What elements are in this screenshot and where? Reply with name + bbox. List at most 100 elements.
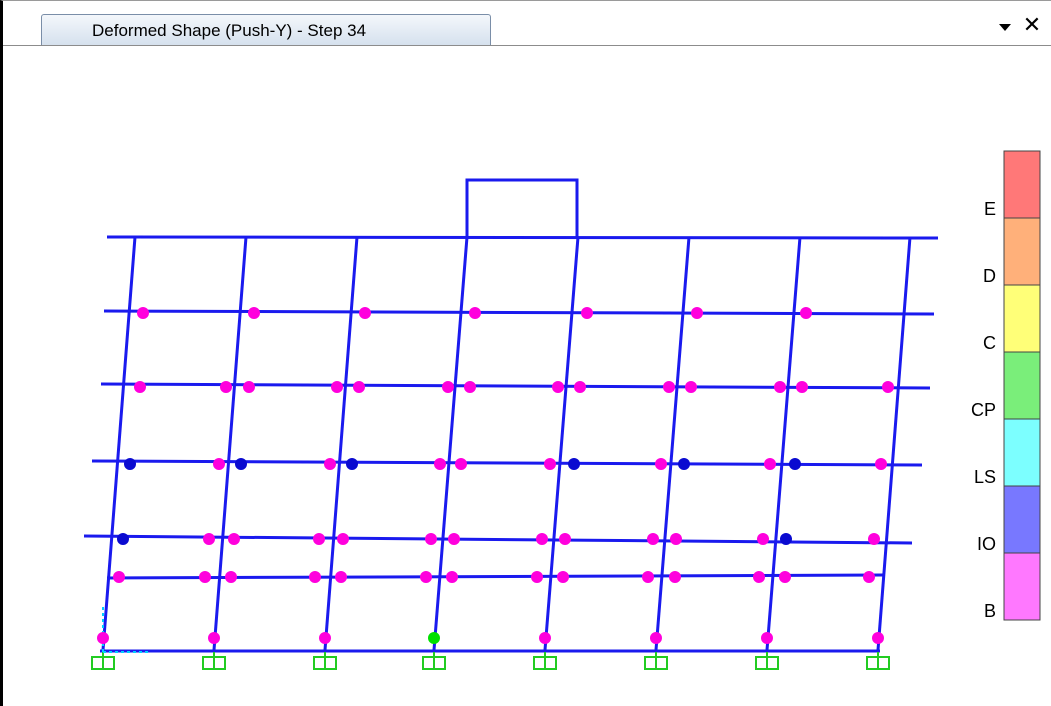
plastic-hinges — [97, 307, 894, 644]
hinge-marker — [228, 533, 240, 545]
penthouse-frame — [465, 178, 579, 237]
support-icon — [202, 652, 226, 670]
hinge-marker — [789, 458, 801, 470]
support-icon — [91, 652, 115, 670]
hinge-marker — [137, 307, 149, 319]
hinge-marker — [581, 307, 593, 319]
hinge-marker — [428, 632, 440, 644]
hinge-marker — [691, 307, 703, 319]
hinge-marker — [243, 381, 255, 393]
column-line — [432, 236, 469, 651]
hinge-marker — [552, 381, 564, 393]
hinge-marker — [331, 381, 343, 393]
hinge-marker — [774, 381, 786, 393]
close-icon[interactable]: ✕ — [1022, 13, 1042, 38]
hinge-marker — [574, 381, 586, 393]
hinge-marker — [539, 632, 551, 644]
legend-label: D — [983, 266, 996, 286]
beam-line — [91, 459, 923, 467]
hinge-marker — [557, 571, 569, 583]
hinge-marker — [536, 533, 548, 545]
hinge-marker — [678, 458, 690, 470]
column-line — [765, 236, 802, 651]
hinge-marker — [753, 571, 765, 583]
hinge-marker — [442, 381, 454, 393]
hinge-marker — [800, 307, 812, 319]
legend-swatch — [1003, 418, 1041, 487]
column-line — [101, 236, 137, 651]
hinge-marker — [863, 571, 875, 583]
hinge-marker — [213, 458, 225, 470]
hinge-marker — [650, 632, 662, 644]
legend-swatch — [1003, 351, 1041, 420]
structural-frame — [83, 178, 939, 653]
hinge-marker — [324, 458, 336, 470]
tab-bar-divider — [490, 45, 1050, 46]
hinge-marker — [655, 458, 667, 470]
hinge-marker — [220, 381, 232, 393]
hinge-marker — [346, 458, 358, 470]
beam-line — [83, 534, 913, 545]
hinge-marker — [780, 533, 792, 545]
hinge-marker — [764, 458, 776, 470]
hinge-marker — [97, 632, 109, 644]
hinge-state-legend: E D C CP LS IO B — [971, 150, 1041, 621]
hinge-marker — [872, 632, 884, 644]
column-line — [543, 236, 580, 651]
hinge-marker — [309, 571, 321, 583]
support-icon — [533, 652, 557, 670]
hinge-marker — [761, 632, 773, 644]
support-icon — [866, 652, 890, 670]
axis-indicator — [102, 604, 148, 653]
hinge-marker — [134, 381, 146, 393]
hinge-marker — [124, 458, 136, 470]
hinge-marker — [875, 458, 887, 470]
beam-line — [103, 309, 935, 316]
legend-swatch — [1003, 284, 1041, 353]
tab-title: Deformed Shape (Push-Y) - Step 34 — [92, 21, 367, 40]
hinge-marker — [319, 632, 331, 644]
hinge-marker — [455, 458, 467, 470]
hinge-marker — [559, 533, 571, 545]
hinge-marker — [425, 533, 437, 545]
column-line — [876, 236, 912, 651]
hinge-marker — [568, 458, 580, 470]
hinge-marker — [235, 458, 247, 470]
tab-deformed-shape[interactable]: Deformed Shape (Push-Y) - Step 34 — [41, 14, 491, 45]
hinge-marker — [669, 571, 681, 583]
hinge-marker — [448, 533, 460, 545]
tab-bar: Deformed Shape (Push-Y) - Step 34 ✕ — [3, 1, 1051, 46]
hinge-marker — [117, 533, 129, 545]
support-icon — [755, 652, 779, 670]
hinge-marker — [337, 533, 349, 545]
legend-swatch — [1003, 150, 1041, 219]
beam-line — [106, 573, 885, 580]
support-icon — [313, 652, 337, 670]
hinge-marker — [208, 632, 220, 644]
chevron-down-icon[interactable] — [997, 21, 1013, 35]
hinge-marker — [199, 571, 211, 583]
beam-line — [100, 382, 931, 390]
hinge-marker — [685, 381, 697, 393]
legend-label: C — [983, 333, 996, 353]
hinge-marker — [531, 571, 543, 583]
hinge-marker — [779, 571, 791, 583]
hinge-marker — [670, 533, 682, 545]
hinge-marker — [313, 533, 325, 545]
legend-label: IO — [977, 534, 996, 554]
beam-line — [106, 235, 939, 240]
support-icon — [644, 652, 668, 670]
support-icon — [422, 652, 446, 670]
column-line — [212, 236, 248, 651]
supports — [91, 652, 890, 670]
legend-label: CP — [971, 400, 996, 420]
hinge-marker — [420, 571, 432, 583]
hinge-marker — [544, 458, 556, 470]
hinge-marker — [647, 533, 659, 545]
hinge-marker — [882, 381, 894, 393]
hinge-marker — [757, 533, 769, 545]
hinge-marker — [464, 381, 476, 393]
legend-swatch — [1003, 485, 1041, 554]
